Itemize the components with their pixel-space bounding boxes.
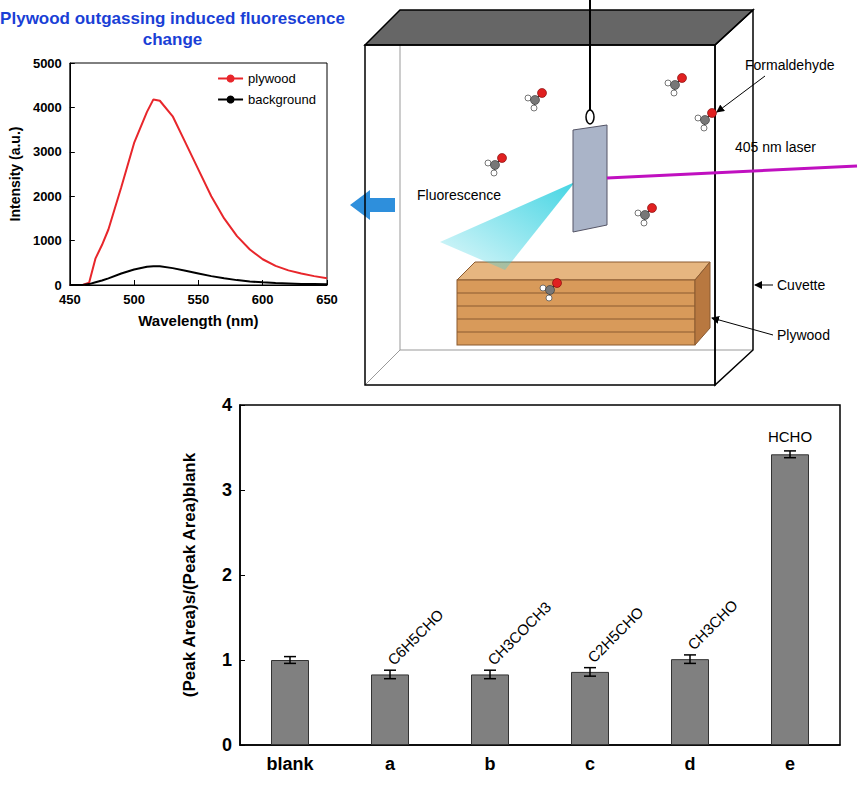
svg-text:background: background: [248, 92, 316, 107]
svg-text:Formaldehyde: Formaldehyde: [745, 57, 835, 73]
svg-text:2000: 2000: [33, 189, 62, 204]
svg-text:blank: blank: [266, 754, 314, 774]
svg-text:c: c: [585, 754, 595, 774]
svg-text:550: 550: [188, 292, 210, 307]
svg-text:2: 2: [222, 565, 232, 585]
svg-text:650: 650: [316, 292, 338, 307]
svg-text:C6H5CHO: C6H5CHO: [384, 606, 447, 669]
svg-text:e: e: [785, 754, 795, 774]
svg-text:CH3CHO: CH3CHO: [684, 596, 741, 653]
svg-text:a: a: [385, 754, 396, 774]
svg-text:(Peak Area)s/(Peak Area)blank: (Peak Area)s/(Peak Area)blank: [180, 452, 199, 697]
svg-text:3: 3: [222, 480, 232, 500]
svg-text:0: 0: [222, 735, 232, 755]
svg-text:plywood: plywood: [248, 71, 296, 86]
svg-text:Intensity (a.u.): Intensity (a.u.): [7, 127, 23, 222]
svg-text:b: b: [485, 754, 496, 774]
html-text:Plywood outgassing induced flu: Plywood outgassing induced fluorescence …: [0, 9, 345, 50]
svg-text:Wavelength (nm): Wavelength (nm): [138, 312, 258, 329]
svg-text:d: d: [685, 754, 696, 774]
svg-text:CH3COCH3: CH3COCH3: [484, 598, 554, 668]
svg-text:600: 600: [252, 292, 274, 307]
svg-text:450: 450: [59, 292, 81, 307]
svg-text:HCHO: HCHO: [768, 428, 812, 445]
svg-text:Fluorescence: Fluorescence: [417, 187, 501, 203]
svg-text:Cuvette: Cuvette: [777, 277, 825, 293]
svg-text:Plywood: Plywood: [777, 327, 830, 343]
svg-text:C2H5CHO: C2H5CHO: [584, 603, 647, 666]
svg-text:500: 500: [123, 292, 145, 307]
svg-text:1000: 1000: [33, 233, 62, 248]
svg-text:4000: 4000: [33, 100, 62, 115]
svg-text:0: 0: [55, 278, 62, 293]
svg-text:5000: 5000: [33, 56, 62, 71]
svg-text:1: 1: [222, 650, 232, 670]
svg-text:3000: 3000: [33, 144, 62, 159]
svg-text:405 nm laser: 405 nm laser: [735, 139, 816, 155]
svg-text:4: 4: [222, 395, 232, 415]
